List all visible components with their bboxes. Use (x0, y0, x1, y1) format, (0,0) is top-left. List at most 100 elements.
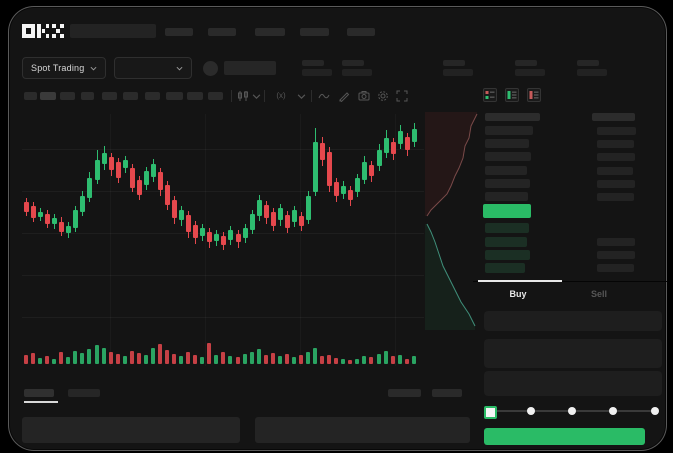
bid-price-placeholder[interactable] (485, 263, 525, 273)
secondary-dropdown[interactable] (114, 57, 192, 79)
volume-bar (214, 355, 219, 364)
nav-item-placeholder[interactable] (165, 28, 193, 36)
book-view-both-icon[interactable] (483, 88, 497, 102)
bid-price-placeholder[interactable] (485, 223, 529, 233)
coin-icon (203, 61, 218, 76)
candle-body (397, 131, 403, 144)
chevron-down-icon (176, 66, 183, 70)
bottom-tab-2[interactable] (68, 389, 100, 397)
chevron-down-icon (90, 66, 97, 70)
timeframe-button[interactable] (81, 92, 94, 100)
total-input-placeholder[interactable] (484, 371, 662, 396)
candle-body (179, 210, 185, 220)
timeframe-button[interactable] (166, 92, 183, 100)
candle-style-icon[interactable] (237, 90, 249, 102)
candle-body (348, 190, 354, 200)
nav-item-placeholder[interactable] (255, 28, 285, 36)
candle-body (143, 171, 149, 185)
candle-body (193, 225, 199, 238)
volume-bar (298, 355, 303, 364)
tab-buy[interactable]: Buy (509, 289, 527, 299)
chevron-down-icon[interactable] (297, 92, 309, 104)
fullscreen-icon[interactable] (396, 90, 408, 102)
pair-name-placeholder[interactable] (224, 61, 276, 75)
tab-sell[interactable]: Sell (590, 289, 607, 299)
bottom-action-2[interactable] (432, 389, 462, 397)
volume-bar (341, 359, 346, 364)
stat-label-placeholder (302, 60, 324, 66)
line-chart-icon[interactable] (318, 90, 330, 102)
book-view-bids-icon[interactable] (505, 88, 519, 102)
indicators-icon[interactable]: (x) (276, 91, 286, 100)
candle-body (101, 153, 107, 164)
timeframe-button[interactable] (24, 92, 37, 100)
amount-input-placeholder[interactable] (484, 339, 662, 368)
candle-body (306, 196, 311, 220)
candle-body (291, 210, 297, 222)
bid-price-placeholder[interactable] (485, 237, 527, 247)
volume-bar (397, 355, 402, 364)
market-type-label: Spot Trading (31, 63, 85, 73)
volume-bar (306, 352, 310, 364)
candle-body (341, 186, 347, 194)
slider-stop[interactable] (609, 407, 617, 415)
gridline-h (22, 275, 424, 276)
ask-price-placeholder[interactable] (485, 192, 528, 201)
nav-item-placeholder[interactable] (300, 28, 329, 36)
candle-body (411, 129, 417, 142)
bottom-action-1[interactable] (388, 389, 421, 397)
candle-body (122, 160, 128, 168)
volume-bar (80, 353, 85, 364)
bid-price-placeholder[interactable] (485, 250, 530, 260)
search-bar-placeholder[interactable] (70, 24, 156, 38)
price-input-placeholder[interactable] (484, 311, 662, 331)
market-type-dropdown[interactable]: Spot Trading (22, 57, 106, 79)
slider-stop[interactable] (568, 407, 576, 415)
gear-icon[interactable] (377, 90, 389, 102)
bottom-tab-1[interactable] (24, 389, 54, 397)
candle-body (66, 226, 72, 233)
timeframe-button[interactable] (40, 92, 56, 100)
volume-bar (291, 357, 296, 364)
volume-bar (136, 353, 141, 364)
volume-bar (263, 355, 268, 364)
volume-bar (362, 356, 367, 364)
nav-item-placeholder[interactable] (347, 28, 375, 36)
volume-bar (87, 349, 92, 364)
volume-bar (320, 356, 325, 364)
timeframe-button[interactable] (145, 92, 160, 100)
timeframe-button[interactable] (187, 92, 203, 100)
timeframe-button[interactable] (60, 92, 75, 100)
volume-bar (277, 356, 282, 364)
slider-stop[interactable] (527, 407, 535, 415)
ask-price-placeholder[interactable] (485, 166, 527, 175)
buy-submit-button[interactable] (484, 428, 645, 445)
slider-handle-active[interactable] (484, 406, 497, 419)
timeframe-button[interactable] (208, 92, 223, 100)
draw-pencil-icon[interactable] (338, 90, 350, 102)
timeframe-button[interactable] (123, 92, 138, 100)
book-view-asks-icon[interactable] (527, 88, 541, 102)
nav-item-placeholder[interactable] (208, 28, 236, 36)
chevron-down-icon[interactable] (252, 92, 264, 104)
volume-bar (179, 356, 184, 364)
timeframe-button[interactable] (102, 92, 117, 100)
buy-tab-underline (478, 280, 562, 282)
ask-price-placeholder[interactable] (485, 126, 533, 135)
volume-bar (369, 357, 374, 364)
slider-stop[interactable] (651, 407, 659, 415)
okx-logo (22, 24, 64, 38)
ask-price-placeholder[interactable] (485, 139, 529, 148)
ask-price-placeholder[interactable] (485, 179, 530, 188)
stat-value-placeholder (302, 69, 332, 76)
ask-price-placeholder[interactable] (485, 152, 531, 161)
camera-icon[interactable] (358, 90, 370, 102)
ask-amount-placeholder (597, 153, 635, 161)
candle-body (404, 137, 410, 150)
volume-bar (186, 352, 191, 364)
